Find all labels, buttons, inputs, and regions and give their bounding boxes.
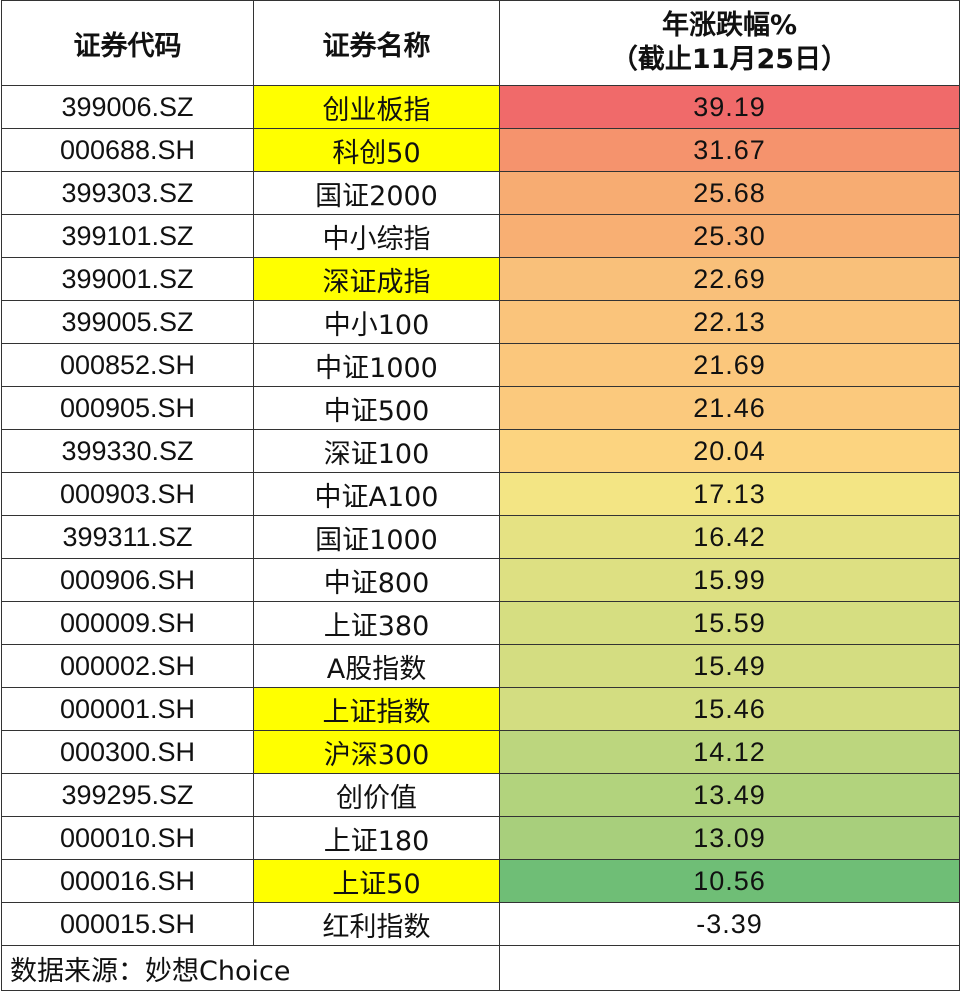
security-name: 中小100 xyxy=(253,300,500,344)
table-row: 000001.SH 上证指数 15.46 xyxy=(1,687,960,731)
table-row: 000688.SH 科创50 31.67 xyxy=(1,128,960,172)
header-pct-line1: 年涨跌幅% xyxy=(661,10,798,41)
table-row: 000852.SH 中证1000 21.69 xyxy=(1,343,960,387)
security-code: 399303.SZ xyxy=(1,171,254,215)
table-row: 399001.SZ 深证成指 22.69 xyxy=(1,257,960,301)
security-name: 深证成指 xyxy=(253,257,500,301)
security-code: 399101.SZ xyxy=(1,214,254,258)
table-row: 000903.SH 中证A100 17.13 xyxy=(1,472,960,516)
security-name: 科创50 xyxy=(253,128,500,172)
table-row: 399311.SZ 国证1000 16.42 xyxy=(1,515,960,559)
security-code: 399295.SZ xyxy=(1,773,254,817)
annual-return: 13.09 xyxy=(499,816,960,860)
annual-return: 15.46 xyxy=(499,687,960,731)
security-name: 红利指数 xyxy=(253,902,500,946)
annual-return: 22.13 xyxy=(499,300,960,344)
table-row: 000010.SH 上证180 13.09 xyxy=(1,816,960,860)
security-name: 中小综指 xyxy=(253,214,500,258)
annual-return: 15.59 xyxy=(499,601,960,645)
security-name: 上证指数 xyxy=(253,687,500,731)
security-name: 中证500 xyxy=(253,386,500,430)
security-code: 000015.SH xyxy=(1,902,254,946)
security-name: 中证A100 xyxy=(253,472,500,516)
security-code: 000852.SH xyxy=(1,343,254,387)
table-row: 399330.SZ 深证100 20.04 xyxy=(1,429,960,473)
security-code: 000300.SH xyxy=(1,730,254,774)
security-code: 399330.SZ xyxy=(1,429,254,473)
security-name: 国证1000 xyxy=(253,515,500,559)
table-body: 399006.SZ 创业板指 39.19 000688.SH 科创50 31.67 3993… xyxy=(1,85,960,946)
header-row: 证券代码 证券名称 年涨跌幅% （截止11月25日） xyxy=(1,0,960,86)
annual-return: 25.30 xyxy=(499,214,960,258)
annual-return: 14.12 xyxy=(499,730,960,774)
security-code: 000016.SH xyxy=(1,859,254,903)
security-code: 399001.SZ xyxy=(1,257,254,301)
table-row: 399006.SZ 创业板指 39.19 xyxy=(1,85,960,129)
header-code: 证券代码 xyxy=(1,0,254,86)
table-row: 000905.SH 中证500 21.46 xyxy=(1,386,960,430)
table-row: 000300.SH 沪深300 14.12 xyxy=(1,730,960,774)
security-code: 000009.SH xyxy=(1,601,254,645)
header-name: 证券名称 xyxy=(253,0,500,86)
security-name: 国证2000 xyxy=(253,171,500,215)
annual-return: 25.68 xyxy=(499,171,960,215)
security-name: 上证380 xyxy=(253,601,500,645)
table-row: 000002.SH A股指数 15.49 xyxy=(1,644,960,688)
security-code: 399005.SZ xyxy=(1,300,254,344)
annual-return: 22.69 xyxy=(499,257,960,301)
table-row: 399303.SZ 国证2000 25.68 xyxy=(1,171,960,215)
security-code: 000001.SH xyxy=(1,687,254,731)
annual-return: 16.42 xyxy=(499,515,960,559)
security-code: 000906.SH xyxy=(1,558,254,602)
security-name: 创业板指 xyxy=(253,85,500,129)
footer-empty-cell xyxy=(499,945,960,991)
security-code: 399006.SZ xyxy=(1,85,254,129)
security-name: 创价值 xyxy=(253,773,500,817)
data-source-note: 数据来源：妙想Choice xyxy=(1,945,500,991)
security-code: 399311.SZ xyxy=(1,515,254,559)
security-name: A股指数 xyxy=(253,644,500,688)
annual-return: 15.49 xyxy=(499,644,960,688)
security-name: 中证800 xyxy=(253,558,500,602)
security-code: 000903.SH xyxy=(1,472,254,516)
security-name: 上证180 xyxy=(253,816,500,860)
annual-return: 10.56 xyxy=(499,859,960,903)
security-code: 000688.SH xyxy=(1,128,254,172)
annual-return: -3.39 xyxy=(499,902,960,946)
footer-row: 数据来源：妙想Choice xyxy=(1,945,960,991)
table-row: 000906.SH 中证800 15.99 xyxy=(1,558,960,602)
table-row: 399101.SZ 中小综指 25.30 xyxy=(1,214,960,258)
annual-return: 31.67 xyxy=(499,128,960,172)
table-row: 399005.SZ 中小100 22.13 xyxy=(1,300,960,344)
annual-return: 21.46 xyxy=(499,386,960,430)
table-row: 000009.SH 上证380 15.59 xyxy=(1,601,960,645)
security-name: 沪深300 xyxy=(253,730,500,774)
table-row: 000015.SH 红利指数 -3.39 xyxy=(1,902,960,946)
annual-return: 20.04 xyxy=(499,429,960,473)
annual-return: 15.99 xyxy=(499,558,960,602)
header-pct-line2: （截止11月25日） xyxy=(610,44,849,75)
security-name: 深证100 xyxy=(253,429,500,473)
security-code: 000905.SH xyxy=(1,386,254,430)
annual-return: 39.19 xyxy=(499,85,960,129)
annual-return: 21.69 xyxy=(499,343,960,387)
security-code: 000010.SH xyxy=(1,816,254,860)
table-row: 000016.SH 上证50 10.56 xyxy=(1,859,960,903)
annual-return: 17.13 xyxy=(499,472,960,516)
security-code: 000002.SH xyxy=(1,644,254,688)
security-name: 中证1000 xyxy=(253,343,500,387)
security-name: 上证50 xyxy=(253,859,500,903)
table-row: 399295.SZ 创价值 13.49 xyxy=(1,773,960,817)
header-pct: 年涨跌幅% （截止11月25日） xyxy=(499,0,960,86)
annual-return: 13.49 xyxy=(499,773,960,817)
